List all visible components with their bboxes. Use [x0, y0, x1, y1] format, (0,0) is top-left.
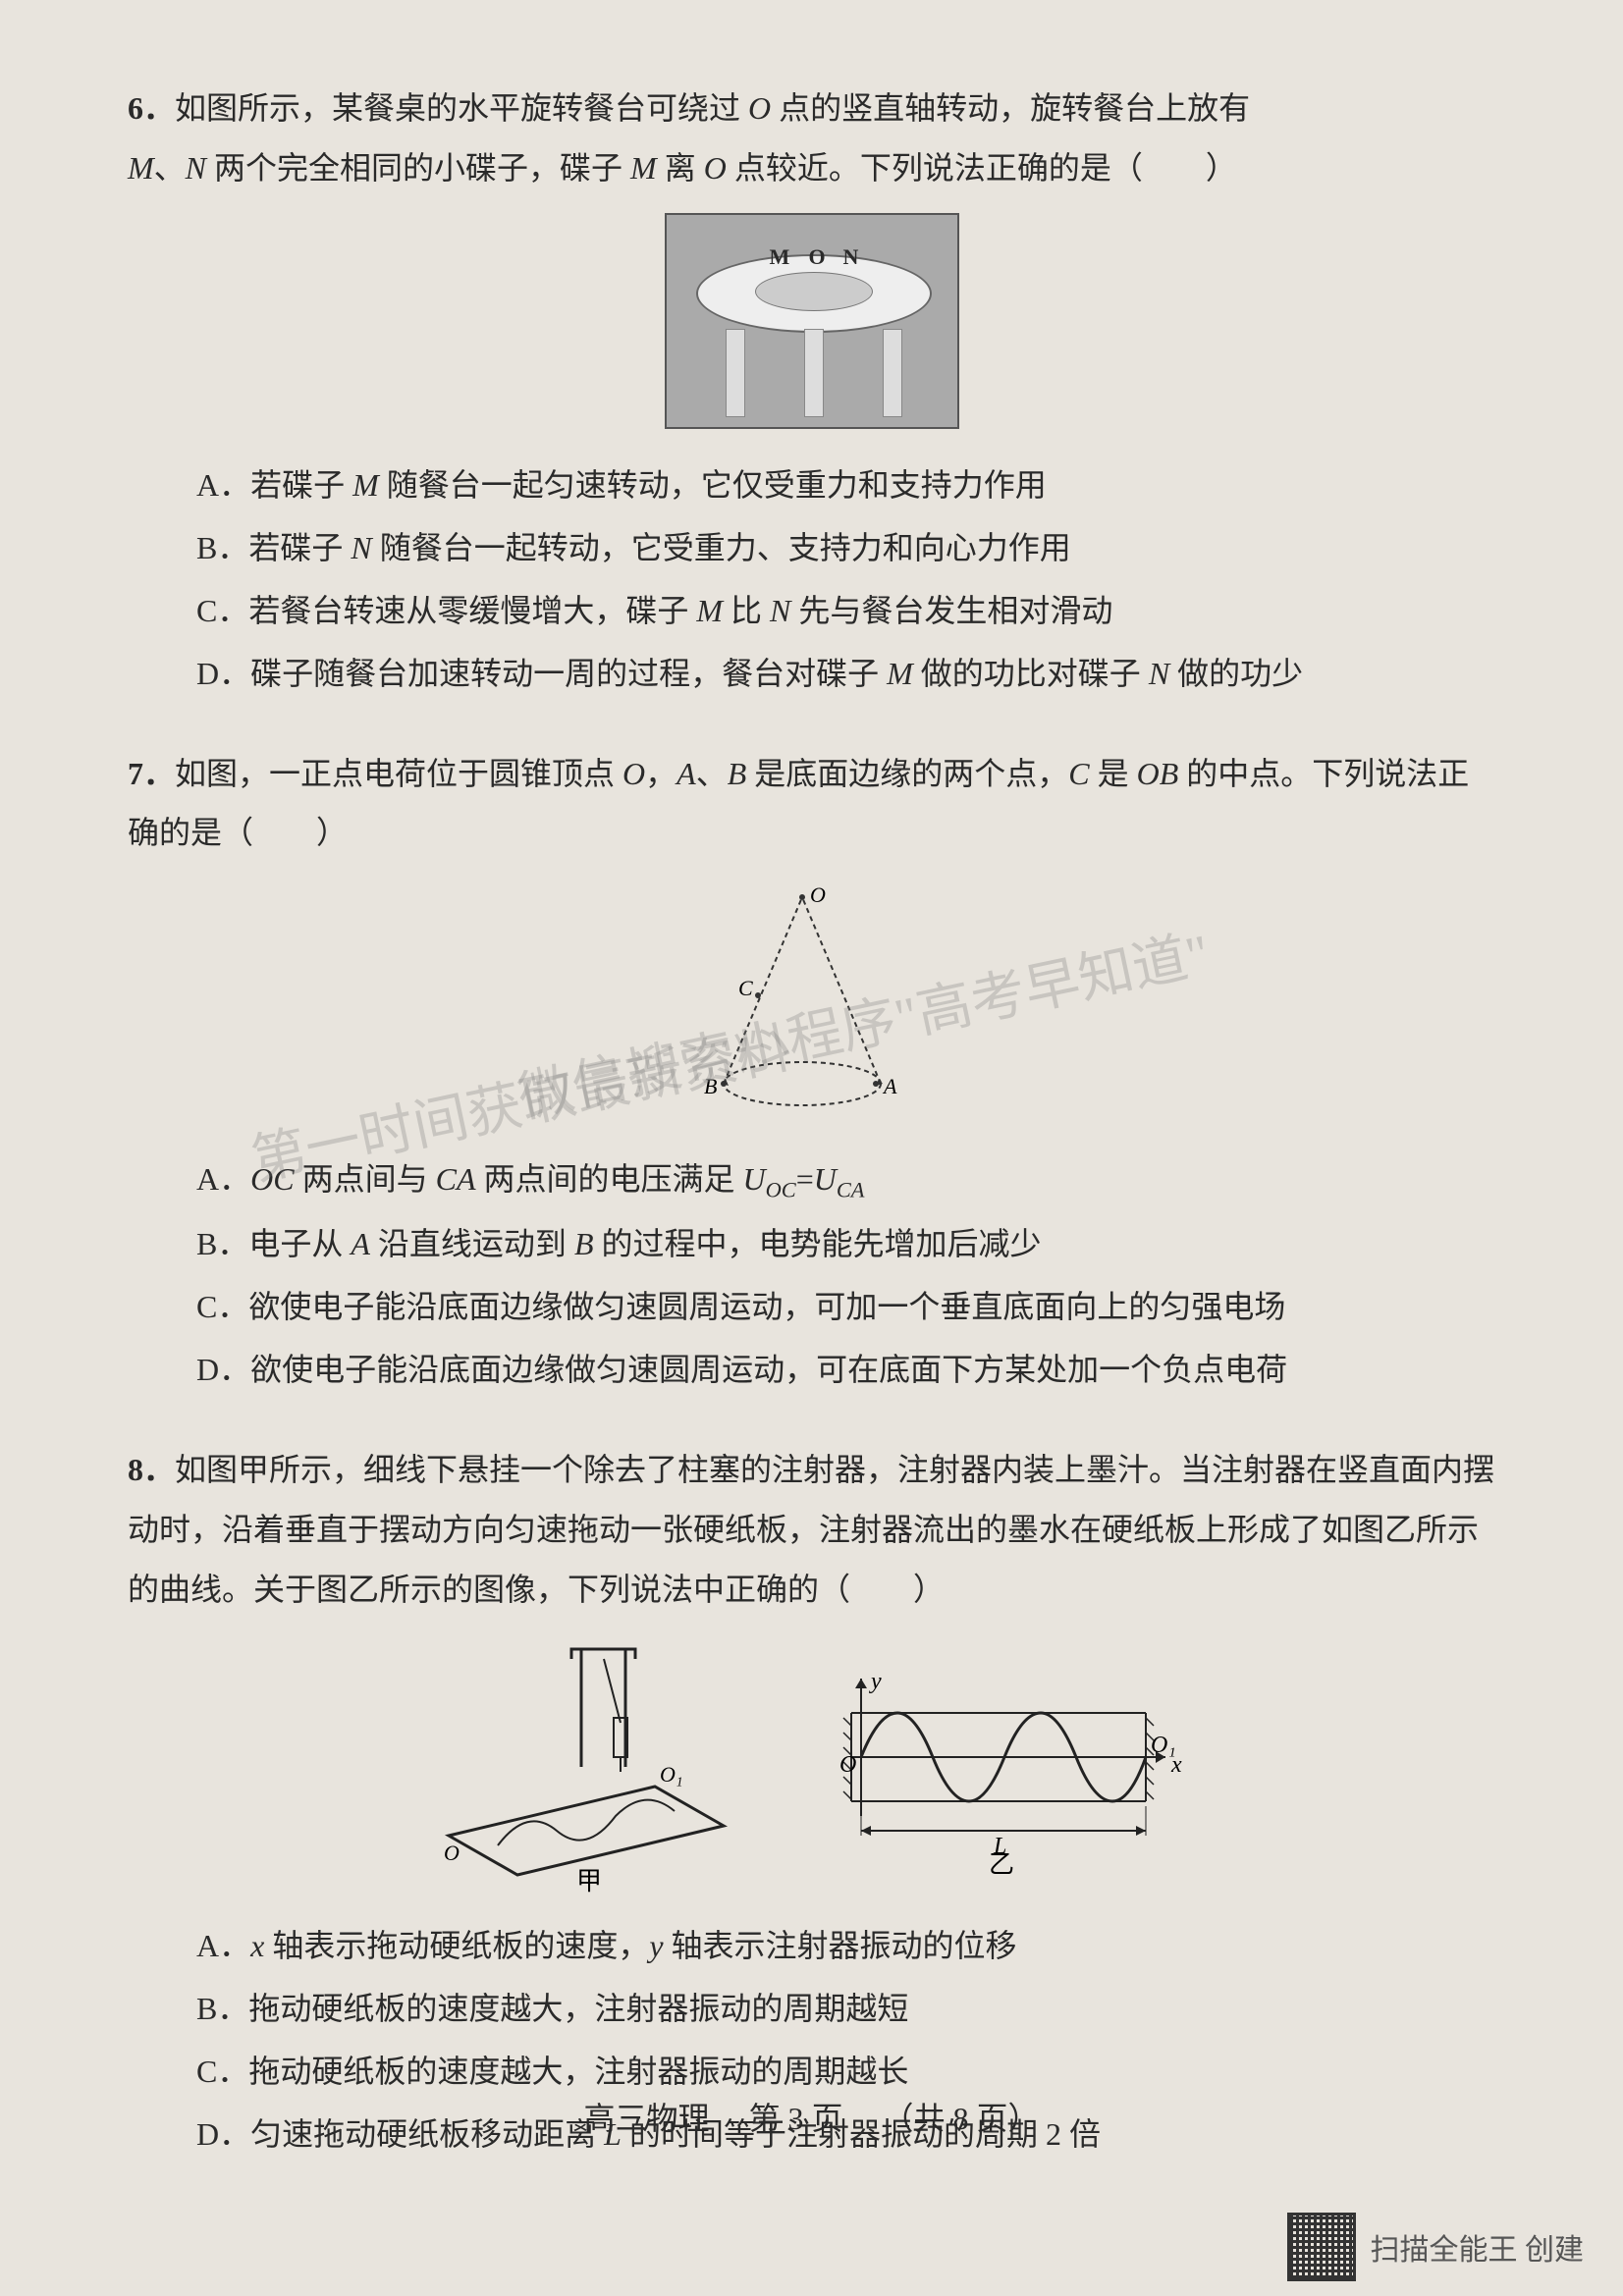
table-leg	[726, 329, 745, 417]
q6-option-D: D．碟子随餐台加速转动一周的过程，餐台对碟子 M 做的功比对碟子 N 做的功少	[196, 642, 1495, 705]
fig-right-caption: 乙	[989, 1850, 1014, 1875]
cone-label-A: A	[882, 1074, 897, 1098]
pendulum-syringe-figure: O O₁ 甲	[429, 1639, 743, 1895]
q6-number: 6．	[128, 90, 175, 126]
label-N: N	[843, 244, 859, 270]
question-6: 6．如图所示，某餐桌的水平旋转餐台可绕过 O 点的竖直轴转动，旋转餐台上放有 M…	[128, 79, 1495, 705]
q6-options: A．若碟子 M 随餐台一起匀速转动，它仅受重力和支持力作用 B．若碟子 N 随餐…	[128, 454, 1495, 705]
page-footer: 高三物理 第 3 页 （共 8 页）	[0, 2094, 1623, 2139]
sine-wave-figure: O O₁ x y L 乙	[802, 1659, 1195, 1875]
qr-code-icon	[1287, 2213, 1356, 2281]
wave-x: x	[1170, 1752, 1182, 1778]
footer-total: （共 8 页）	[883, 2101, 1040, 2136]
table-leg	[804, 329, 824, 417]
footer-subject: 高三物理	[583, 2101, 709, 2136]
q6-option-B: B．若碟子 N 随餐台一起转动，它受重力、支持力和向心力作用	[196, 516, 1495, 579]
q7-option-C: C．欲使电子能沿底面边缘做匀速圆周运动，可加一个垂直底面向上的匀强电场	[196, 1275, 1495, 1338]
rotating-table-illustration: M O N	[665, 213, 959, 429]
q7-option-D: D．欲使电子能沿底面边缘做匀速圆周运动，可在底面下方某处加一个负点电荷	[196, 1338, 1495, 1401]
q8-stem: 8．如图甲所示，细线下悬挂一个除去了柱塞的注射器，注射器内装上墨汁。当注射器在竖…	[128, 1440, 1495, 1619]
question-8: 8．如图甲所示，细线下悬挂一个除去了柱塞的注射器，注射器内装上墨汁。当注射器在竖…	[128, 1440, 1495, 2164]
q7-figure: O C B A	[128, 887, 1495, 1128]
table-leg	[883, 329, 902, 417]
fig-left-O1: O₁	[660, 1762, 683, 1787]
fig-left-caption: 甲	[576, 1867, 602, 1895]
q6-figure: M O N	[128, 213, 1495, 434]
q7-option-B: B．电子从 A 沿直线运动到 B 的过程中，电势能先增加后减少	[196, 1212, 1495, 1275]
q6-option-A: A．若碟子 M 随餐台一起匀速转动，它仅受重力和支持力作用	[196, 454, 1495, 516]
cone-label-C: C	[738, 976, 753, 1000]
footer-page: 第 3 页	[748, 2101, 842, 2136]
q7-options: A．OC 两点间与 CA 两点间的电压满足 UOC=UCA B．电子从 A 沿直…	[128, 1148, 1495, 1401]
question-7: 7．如图，一正点电荷位于圆锥顶点 O，A、B 是底面边缘的两个点，C 是 OB …	[128, 744, 1495, 1402]
scan-badge-text: 扫描全能王 创建	[1371, 2225, 1585, 2269]
q7-option-A: A．OC 两点间与 CA 两点间的电压满足 UOC=UCA	[196, 1148, 1495, 1212]
scan-app-badge: 扫描全能王 创建	[1287, 2213, 1585, 2281]
q7-stem: 7．如图，一正点电荷位于圆锥顶点 O，A、B 是底面边缘的两个点，C 是 OB …	[128, 744, 1495, 864]
q6-option-C: C．若餐台转速从零缓慢增大，碟子 M 比 N 先与餐台发生相对滑动	[196, 579, 1495, 642]
q8-figures: O O₁ 甲	[128, 1639, 1495, 1895]
label-O: O	[809, 244, 826, 270]
table-center-disc	[755, 272, 873, 311]
q8-option-B: B．拖动硬纸板的速度越大，注射器振动的周期越短	[196, 1977, 1495, 2040]
label-M: M	[770, 244, 790, 270]
fig-left-O: O	[444, 1841, 460, 1865]
q8-option-A: A．x 轴表示拖动硬纸板的速度，y 轴表示注射器振动的位移	[196, 1914, 1495, 1977]
wave-O: O	[839, 1752, 856, 1778]
cone-label-O: O	[810, 887, 826, 907]
cone-label-B: B	[704, 1074, 717, 1098]
q6-stem: 6．如图所示，某餐桌的水平旋转餐台可绕过 O 点的竖直轴转动，旋转餐台上放有 M…	[128, 79, 1495, 198]
cone-diagram: O C B A	[704, 887, 920, 1123]
wave-y: y	[869, 1669, 882, 1694]
